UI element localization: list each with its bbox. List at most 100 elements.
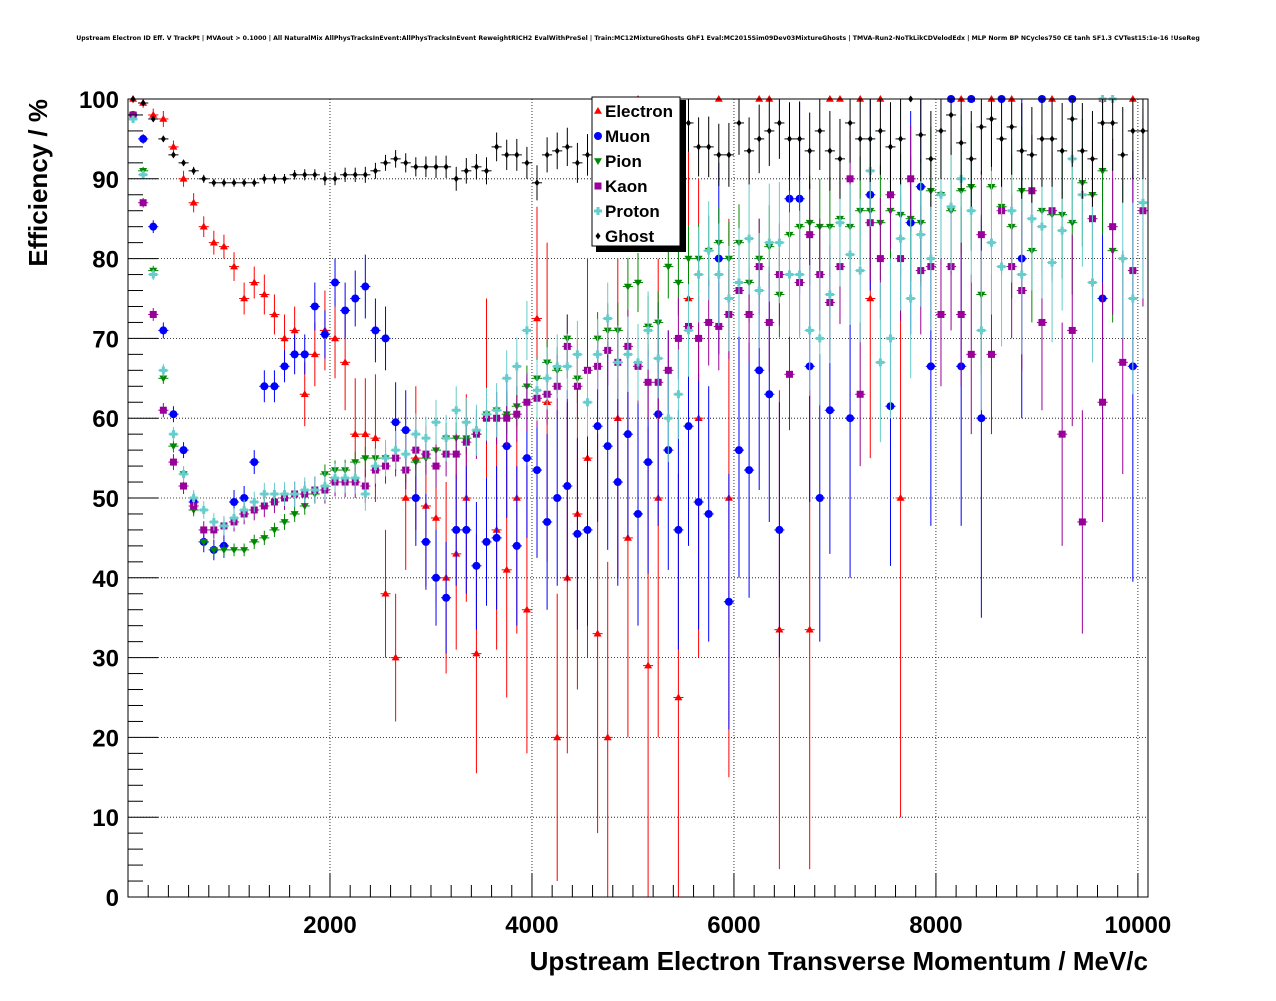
data-point [795, 270, 804, 279]
data-point [1119, 358, 1127, 366]
data-point [452, 525, 461, 534]
data-point [482, 537, 491, 546]
data-point [938, 127, 944, 135]
data-point [957, 95, 966, 102]
data-point [452, 406, 461, 415]
data-point [815, 334, 824, 343]
data-point [401, 450, 410, 459]
legend-label-muon: Muon [605, 127, 650, 146]
y-tick-label: 50 [92, 486, 119, 513]
data-point [149, 110, 158, 118]
data-point [150, 115, 156, 123]
legend: Electron Muon Pion Kaon Proton Ghost [591, 96, 686, 252]
data-point [401, 426, 410, 435]
data-point [341, 306, 350, 315]
data-point [179, 470, 188, 479]
data-point [898, 135, 904, 143]
data-point [684, 422, 693, 431]
data-point [221, 179, 227, 187]
data-point [473, 163, 479, 171]
legend-label-proton: Proton [605, 202, 660, 221]
data-point [1079, 147, 1085, 155]
data-point [523, 398, 531, 406]
x-tick-label: 6000 [707, 912, 760, 939]
data-point [827, 147, 833, 155]
y-tick-label: 20 [92, 725, 119, 752]
data-point [745, 234, 754, 243]
data-point [1100, 119, 1106, 127]
data-point [260, 382, 269, 391]
data-point [887, 143, 893, 151]
data-point [383, 159, 389, 167]
data-point [260, 290, 269, 298]
data-point [462, 525, 471, 534]
data-point [593, 629, 602, 637]
data-point [1089, 155, 1095, 163]
data-point [716, 151, 722, 159]
data-point [1128, 294, 1137, 303]
data-point [320, 482, 329, 491]
data-point [381, 334, 390, 343]
data-point [947, 202, 956, 211]
data-point [170, 151, 176, 159]
y-tick-label: 70 [92, 326, 119, 353]
data-point [967, 206, 976, 215]
data-point [997, 262, 1006, 271]
data-point [300, 350, 309, 359]
data-point [1017, 270, 1026, 279]
data-point [423, 163, 429, 171]
data-point [623, 350, 632, 359]
data-point [270, 490, 279, 499]
data-point [271, 175, 277, 183]
data-point [139, 199, 147, 207]
data-point [825, 290, 834, 299]
data-point [484, 167, 490, 175]
data-point [391, 653, 400, 661]
x-axis-title: Upstream Electron Transverse Momentum / … [530, 946, 1148, 976]
data-point [876, 358, 885, 367]
data-point [694, 497, 703, 506]
legend-label-electron: Electron [605, 102, 673, 121]
data-point [1130, 127, 1136, 135]
data-point [553, 494, 562, 502]
data-point [494, 143, 500, 151]
data-point [524, 159, 530, 167]
data-point [765, 390, 774, 399]
data-point [502, 442, 511, 451]
data-point [211, 179, 217, 187]
data-point [443, 163, 449, 171]
data-point [514, 151, 520, 159]
data-point [159, 326, 168, 335]
data-point [452, 450, 460, 458]
data-point [856, 266, 865, 275]
data-point [160, 135, 166, 143]
data-point [806, 231, 814, 239]
data-point [240, 294, 249, 302]
data-point [886, 191, 894, 199]
data-point [563, 362, 572, 371]
data-point [736, 119, 742, 127]
data-point [1029, 151, 1035, 159]
data-point [503, 414, 511, 422]
data-point [755, 95, 764, 102]
legend-entries: Electron Muon Pion Kaon Proton Ghost [594, 102, 673, 246]
x-tick-label: 8000 [909, 912, 962, 939]
data-point [948, 111, 954, 119]
data-point [1138, 198, 1147, 207]
data-point [240, 547, 249, 554]
data-point [967, 350, 975, 358]
data-point [492, 406, 501, 415]
data-point [644, 458, 653, 467]
data-point [886, 334, 895, 343]
data-point [241, 179, 247, 187]
data-point [371, 462, 380, 471]
legend-marker-kaon [594, 182, 602, 190]
data-point [857, 135, 863, 143]
data-point [260, 490, 269, 499]
data-point [987, 95, 996, 102]
data-point [724, 294, 733, 303]
data-point [825, 406, 834, 415]
data-point [1039, 135, 1045, 143]
x-tick-label: 4000 [505, 912, 558, 939]
data-point [766, 127, 772, 135]
